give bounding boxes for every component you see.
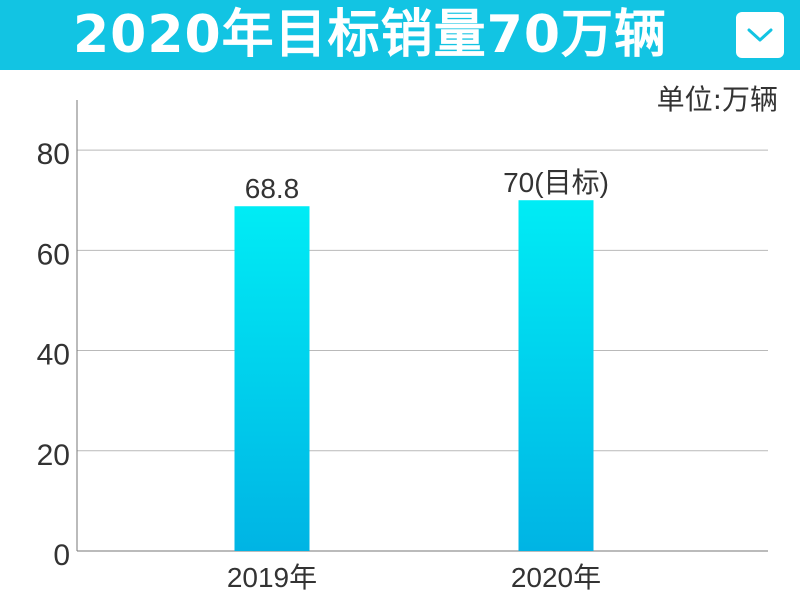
bars <box>234 200 594 552</box>
y-tick-label: 0 <box>53 539 70 572</box>
y-tick-label: 40 <box>37 339 70 372</box>
x-tick-label-1: 2020年 <box>511 562 601 593</box>
data-labels: 68.8 70(目标) <box>245 167 609 204</box>
tick-labels: 0 20 40 60 80 2019年 2020年 <box>37 138 602 593</box>
bar-0 <box>234 206 310 552</box>
bar-1 <box>518 200 594 551</box>
header-banner: 2020年目标销量70万辆 <box>0 0 800 70</box>
data-label-0: 68.8 <box>245 173 300 204</box>
y-tick-label: 80 <box>37 138 70 171</box>
gridlines <box>77 149 768 452</box>
y-tick-label: 20 <box>37 439 70 472</box>
page-title: 2020年目标销量70万辆 <box>72 5 668 65</box>
data-label-1: 70(目标) <box>503 167 609 198</box>
chevron-down-icon <box>747 28 773 42</box>
unit-label: 单位:万辆 <box>656 83 778 116</box>
y-tick-label: 60 <box>37 238 70 271</box>
axes <box>76 100 768 552</box>
dropdown-button[interactable] <box>736 12 784 58</box>
x-tick-label-0: 2019年 <box>227 562 317 593</box>
